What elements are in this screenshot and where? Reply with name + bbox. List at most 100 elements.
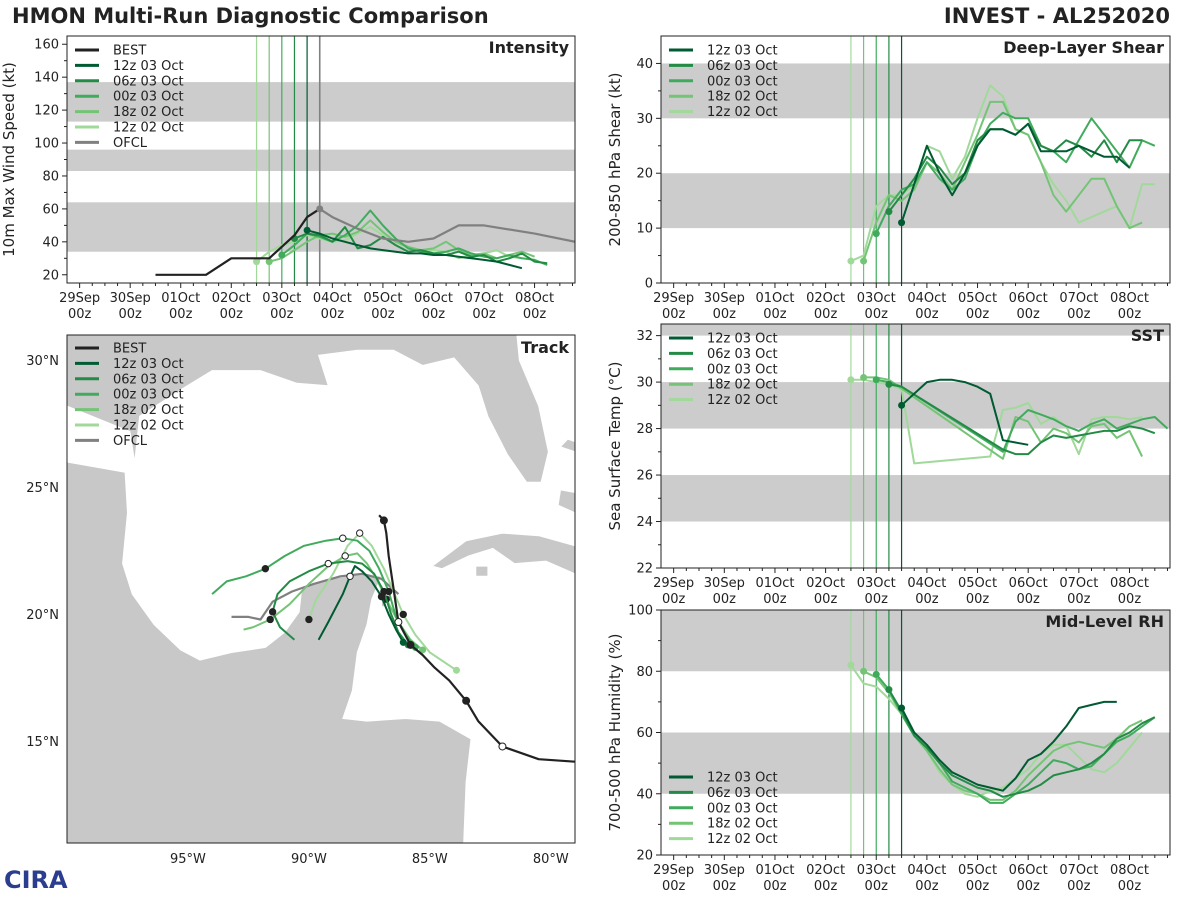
y-tick-label: 26 [636,469,653,484]
x-tick-label-day: 04Oct [907,576,946,591]
lat-label: 25°N [26,481,59,496]
sst-panel: 22242628303229Sep00z30Sep00z01Oct00z02Oc… [606,323,1171,607]
x-tick-label-day: 29Sep [653,576,694,591]
legend-label: 12z 02 Oct [707,393,778,408]
track-time-marker [356,529,364,537]
x-tick-label-day: 02Oct [806,863,845,878]
series-init-point-4 [253,258,261,266]
x-tick-label-day: 02Oct [212,291,251,306]
best-track-marker [498,742,507,751]
series-line-1 [888,383,1156,456]
legend-label: 18z 02 Oct [113,403,184,418]
x-tick-label-day: 02Oct [806,291,845,306]
lat-label: 20°N [26,608,59,623]
x-tick-label-hour: 00z [763,592,787,607]
y-axis-label: 200-850 hPa Shear (kt) [606,73,624,247]
intensity-panel: 2040608010012014016029Sep00z30Sep00z01Oc… [0,35,576,322]
y-tick-label: 28 [636,422,653,437]
axes-frame [660,323,1171,569]
plot-area [67,36,575,283]
y-tick-label: 20 [636,167,653,182]
threshold-band [661,475,1170,522]
series-init-point-1 [885,380,893,388]
series-init-point-4 [847,376,855,384]
series-line-0 [900,122,1131,223]
cira-logo: CIRA [4,866,68,894]
lat-label: 30°N [26,354,59,369]
x-tick-label-day: 03Oct [857,291,896,306]
series-line-1 [294,226,548,265]
y-tick-label: 40 [636,57,653,72]
threshold-band [67,149,575,172]
x-tick-label-hour: 00z [1118,879,1142,894]
x-tick-label-day: 06Oct [1009,291,1048,306]
x-tick-label-day: 29Sep [59,291,100,306]
legend-label: 06z 03 Oct [113,74,184,89]
series-line-3 [862,100,1143,262]
x-tick-label-hour: 00z [1017,592,1041,607]
x-tick-label-day: 30Sep [110,291,151,306]
legend-label: 00z 03 Oct [707,362,778,377]
lon-label: 95°W [170,852,206,867]
series-init-point-3 [860,667,868,675]
legend-label: 12z 03 Oct [707,332,778,347]
track-time-marker [377,592,386,601]
plot-area [661,324,1170,568]
track-time-marker [399,610,407,619]
legend-label: 00z 03 Oct [707,801,778,816]
x-tick-label-hour: 00z [814,592,838,607]
x-tick-label-hour: 00z [472,307,496,322]
legend-label: 00z 03 Oct [113,388,184,403]
y-tick-label: 100 [628,604,653,619]
x-tick-label-hour: 00z [915,307,939,322]
y-tick-label: 32 [636,329,653,344]
legend-label: 12z 02 Oct [707,832,778,847]
legend-label: 00z 03 Oct [707,74,778,89]
y-tick-label: 100 [34,137,59,152]
series-line-2 [875,111,1156,235]
x-tick-label-day: 29Sep [653,863,694,878]
legend-label: 12z 02 Oct [113,419,184,434]
x-tick-label-day: 08Oct [1110,576,1149,591]
map-frame [66,334,576,844]
model-track-0 [317,565,405,643]
best-track-marker [462,696,471,705]
track-time-marker [341,552,349,560]
x-tick-label-day: 01Oct [755,291,794,306]
legend-label: BEST [113,44,146,59]
x-tick-label-hour: 00z [1017,879,1041,894]
series-init-point-4 [847,661,855,669]
x-tick-label-day: 08Oct [1110,291,1149,306]
x-tick-label-hour: 00z [371,307,395,322]
x-tick-label-day: 03Oct [857,863,896,878]
series-init-point-3 [265,258,273,266]
y-tick-label: 80 [42,169,59,184]
y-tick-label: 140 [34,71,59,86]
track-init-point-4 [452,666,460,674]
model-track-4 [307,532,458,672]
x-tick-label-hour: 00z [865,592,889,607]
track-init-point-3 [419,646,427,654]
series-init-point-0 [898,704,906,712]
series-init-point-3 [860,373,868,381]
series-line-1 [888,689,1156,798]
land-cuba [431,532,575,575]
y-tick-label: 80 [636,665,653,680]
series-init-point-0 [898,401,906,409]
legend-label: OFCL [113,136,148,151]
x-tick-label-day: 07Oct [1059,576,1098,591]
series-line-3 [863,376,1143,460]
best-track-marker [379,516,388,525]
x-tick-label-hour: 00z [662,879,686,894]
x-tick-label-day: 01Oct [755,863,794,878]
x-tick-label-hour: 00z [422,307,446,322]
map-area [67,335,575,843]
series-line-0 [900,378,1029,446]
x-tick-label-day: 05Oct [958,576,997,591]
x-tick-label-hour: 00z [966,592,990,607]
panel-title: Intensity [489,38,570,57]
lon-label: 90°W [291,852,327,867]
series-line-2 [876,378,1169,453]
page-title: HMON Multi-Run Diagnostic Comparison [12,4,489,28]
best-track [378,514,575,763]
